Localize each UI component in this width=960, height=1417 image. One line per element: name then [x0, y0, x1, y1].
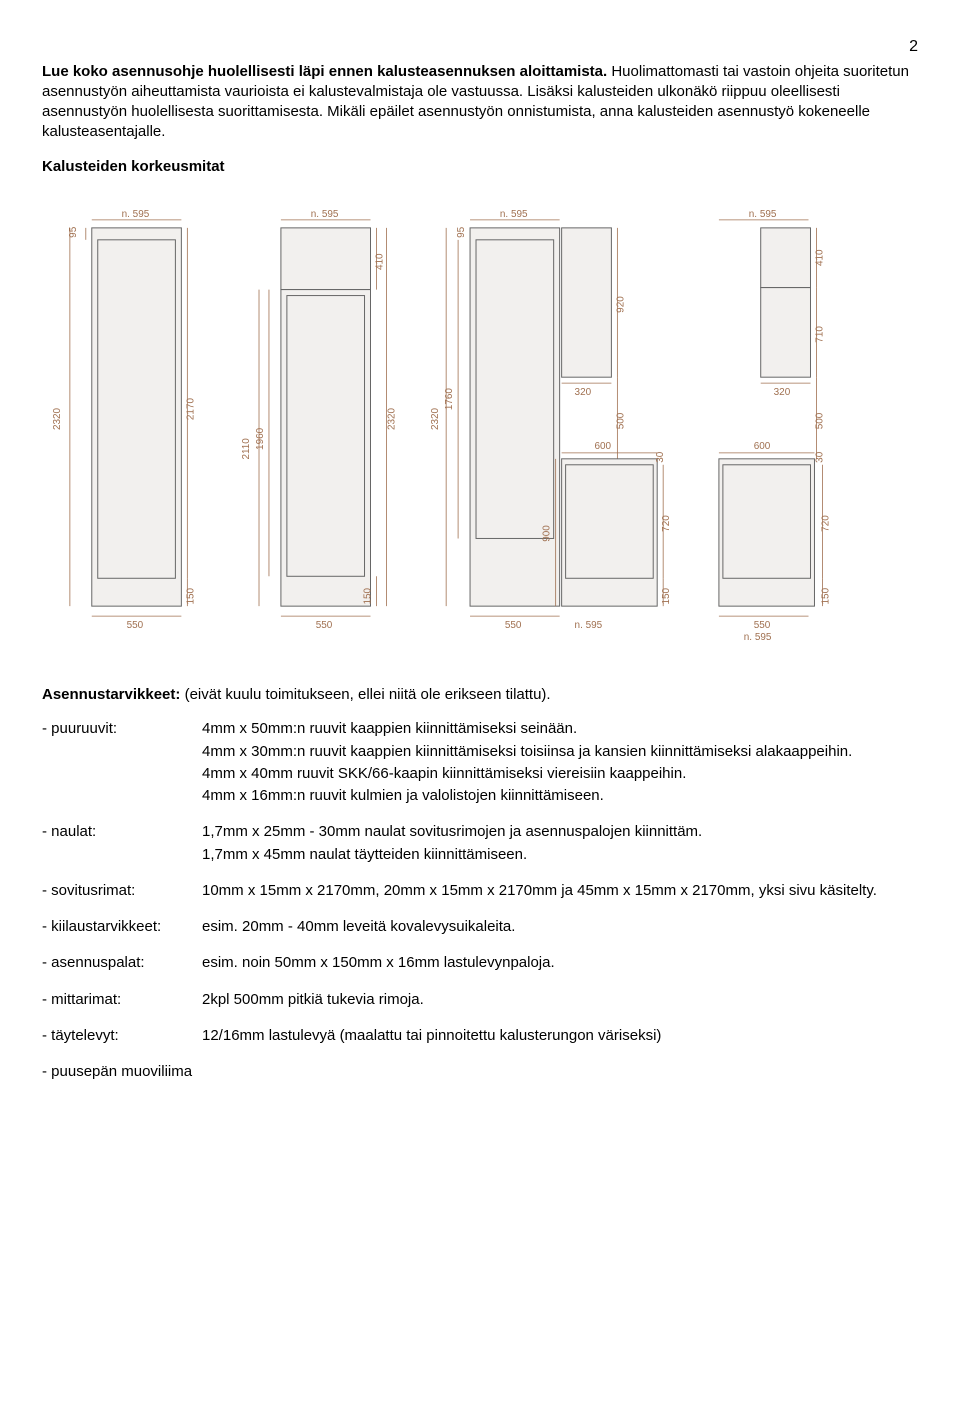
supply-label: - asennuspalat:: [42, 953, 202, 975]
dim-label: 150: [185, 587, 196, 604]
dim-label: 920: [615, 296, 626, 313]
dim-label: 600: [754, 441, 771, 452]
supply-row: - asennuspalat:esim. noin 50mm x 150mm x…: [42, 953, 918, 975]
supply-line: 12/16mm lastulevyä (maalattu tai pinnoit…: [202, 1026, 918, 1046]
supply-row: - kiilaustarvikkeet:esim. 20mm - 40mm le…: [42, 917, 918, 939]
supply-body: 4mm x 50mm:n ruuvit kaappien kiinnittämi…: [202, 719, 918, 808]
supply-body: 10mm x 15mm x 2170mm, 20mm x 15mm x 2170…: [202, 881, 918, 903]
dim-label: 550: [127, 620, 144, 631]
dim-label: 30: [655, 451, 666, 463]
dim-label: n. 595: [749, 209, 777, 220]
supply-label: - naulat:: [42, 822, 202, 867]
dim-label: 150: [661, 587, 672, 604]
dim-label: 410: [374, 253, 385, 270]
dim-label: 2320: [386, 407, 397, 430]
supply-label: - mittarimat:: [42, 990, 202, 1012]
dim-label: 2320: [52, 407, 63, 430]
supply-line: 1,7mm x 25mm - 30mm naulat sovitusrimoje…: [202, 822, 918, 842]
supply-body: esim. 20mm - 40mm leveitä kovalevysuikal…: [202, 917, 918, 939]
dim-label: 150: [363, 587, 374, 604]
dim-label: 710: [814, 325, 825, 342]
supply-label: - sovitusrimat:: [42, 881, 202, 903]
supply-row: - sovitusrimat:10mm x 15mm x 2170mm, 20m…: [42, 881, 918, 903]
supply-row: - naulat:1,7mm x 25mm - 30mm naulat sovi…: [42, 822, 918, 867]
dim-label: 320: [575, 387, 592, 398]
supply-label: - täytelevyt:: [42, 1026, 202, 1048]
dim-label: n. 595: [122, 209, 150, 220]
dim-label: 550: [754, 620, 771, 631]
cabinet-height-diagram: n. 595 95 2320 2170 150 550 n. 595 410: [42, 189, 918, 649]
supply-row: - puuruuvit:4mm x 50mm:n ruuvit kaappien…: [42, 719, 918, 808]
dim-label: n. 595: [500, 209, 528, 220]
dim-label: 1960: [255, 427, 266, 450]
supplies-title-rest: (eivät kuulu toimitukseen, ellei niitä o…: [180, 686, 550, 703]
dim-label: 550: [505, 620, 522, 631]
supplies-title: Asennustarvikkeet: (eivät kuulu toimituk…: [42, 685, 918, 705]
supply-body: 12/16mm lastulevyä (maalattu tai pinnoit…: [202, 1026, 918, 1048]
dim-label: n. 595: [744, 632, 772, 643]
page-number: 2: [42, 36, 918, 58]
dim-label: n. 595: [311, 209, 339, 220]
dim-label: 550: [316, 620, 333, 631]
dim-label: 30: [814, 451, 825, 463]
supply-label: - puuruuvit:: [42, 719, 202, 808]
supply-body: 2kpl 500mm pitkiä tukevia rimoja.: [202, 990, 918, 1012]
supply-line: 2kpl 500mm pitkiä tukevia rimoja.: [202, 990, 918, 1010]
supply-label: - kiilaustarvikkeet:: [42, 917, 202, 939]
heights-title: Kalusteiden korkeusmitat: [42, 157, 918, 177]
dim-label: 2170: [185, 397, 196, 420]
supply-line: 10mm x 15mm x 2170mm, 20mm x 15mm x 2170…: [202, 881, 918, 901]
supply-row: - mittarimat:2kpl 500mm pitkiä tukevia r…: [42, 990, 918, 1012]
last-supply-line: - puusepän muoviliima: [42, 1062, 918, 1082]
dim-label: 500: [814, 412, 825, 429]
supplies-list: - puuruuvit:4mm x 50mm:n ruuvit kaappien…: [42, 719, 918, 1048]
dim-label: 2110: [241, 438, 252, 460]
supply-row: - täytelevyt:12/16mm lastulevyä (maalatt…: [42, 1026, 918, 1048]
supply-line: 1,7mm x 45mm naulat täytteiden kiinnittä…: [202, 845, 918, 865]
supply-line: 4mm x 40mm ruuvit SKK/66-kaapin kiinnitt…: [202, 764, 918, 784]
dim-label: 720: [820, 515, 831, 532]
dim-label: 150: [820, 587, 831, 604]
dim-label: 600: [594, 441, 611, 452]
supply-line: 4mm x 50mm:n ruuvit kaappien kiinnittämi…: [202, 719, 918, 739]
dim-label: 95: [456, 226, 467, 238]
supply-body: esim. noin 50mm x 150mm x 16mm lastulevy…: [202, 953, 918, 975]
supplies-title-bold: Asennustarvikkeet:: [42, 686, 180, 703]
dim-label: 320: [774, 387, 791, 398]
supply-line: 4mm x 16mm:n ruuvit kulmien ja valolisto…: [202, 786, 918, 806]
dim-label: 500: [615, 412, 626, 429]
supply-line: esim. 20mm - 40mm leveitä kovalevysuikal…: [202, 917, 918, 937]
intro-paragraph: Lue koko asennusohje huolellisesti läpi …: [42, 62, 918, 143]
supply-body: 1,7mm x 25mm - 30mm naulat sovitusrimoje…: [202, 822, 918, 867]
intro-bold: Lue koko asennusohje huolellisesti läpi …: [42, 63, 607, 80]
dim-label: 900: [542, 525, 553, 542]
supply-line: 4mm x 30mm:n ruuvit kaappien kiinnittämi…: [202, 742, 918, 762]
dim-label: n. 595: [575, 620, 603, 631]
supply-line: esim. noin 50mm x 150mm x 16mm lastulevy…: [202, 953, 918, 973]
dim-label: 720: [661, 515, 672, 532]
dim-label: 410: [814, 249, 825, 266]
dim-label: 2320: [430, 407, 441, 430]
